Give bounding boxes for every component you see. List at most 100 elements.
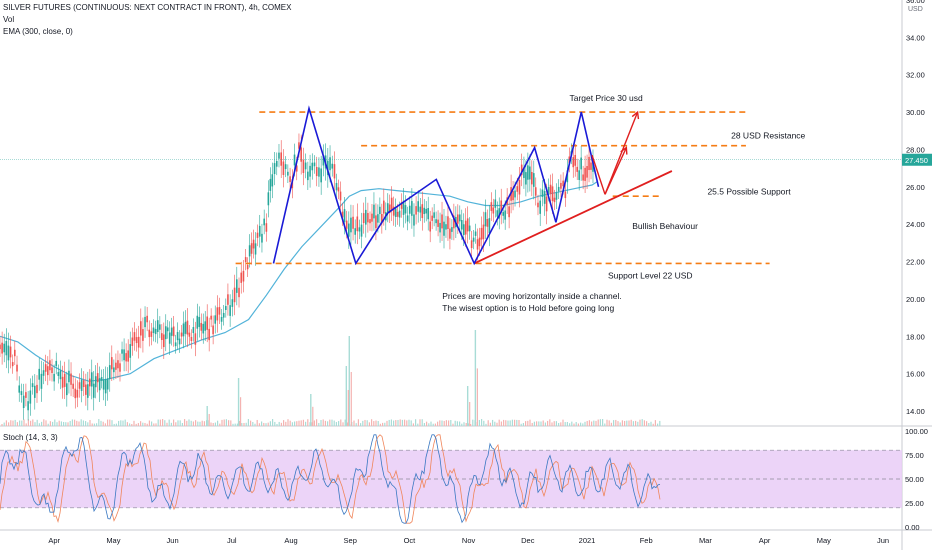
candle-body (42, 370, 45, 376)
candle-body (350, 217, 352, 233)
candle-body (298, 142, 300, 149)
candle-body (119, 363, 121, 372)
time-tick-label: 2021 (579, 536, 596, 545)
candle-body (156, 320, 159, 333)
candle-body (196, 315, 199, 329)
candle-body (462, 224, 465, 235)
candle-body (174, 342, 177, 347)
candle-body (457, 214, 459, 224)
candle-body (29, 390, 32, 404)
candle-body (271, 174, 274, 187)
arrow-head-1 (631, 110, 640, 120)
candle-body (16, 364, 18, 372)
candle-body (256, 232, 259, 238)
candle-body (435, 219, 437, 224)
candle-body (80, 379, 83, 391)
time-tick-label: Feb (640, 536, 653, 545)
candle-body (549, 184, 552, 194)
candle-body (150, 331, 153, 337)
candle-body (113, 367, 115, 373)
candle-body (527, 165, 529, 180)
candle-body (421, 204, 424, 219)
candle-body (474, 231, 477, 236)
candle-body (564, 191, 567, 199)
candle-body (36, 384, 38, 394)
candle-body (280, 152, 282, 166)
candle-body (229, 305, 231, 316)
candle-body (102, 379, 105, 390)
candle-body (586, 166, 588, 178)
candle-body (348, 223, 350, 237)
time-tick-label: Apr (759, 536, 771, 545)
price-tag-bg (902, 153, 932, 166)
candle-body (358, 227, 361, 232)
candle-body (388, 204, 391, 214)
candle-body (404, 205, 407, 214)
candle-body (498, 208, 501, 219)
candle-body (394, 208, 397, 217)
price-tick-label: 16.00 (906, 370, 925, 379)
price-tick-label: 24.00 (906, 220, 925, 229)
candle-body (318, 167, 320, 177)
candle-body (371, 213, 373, 222)
candle-body (265, 223, 268, 232)
candle-body (439, 222, 441, 233)
candle-body (63, 373, 66, 387)
candle-body (87, 384, 89, 398)
candle-body (574, 154, 577, 166)
annotation-note2: The wisest option is to Hold before goin… (442, 303, 614, 313)
candle-body (539, 200, 541, 214)
candle-body (553, 197, 556, 203)
candle-body (121, 349, 123, 354)
candle-body (584, 167, 586, 181)
candle-body (22, 395, 25, 409)
candle-body (202, 323, 205, 334)
candle-body (582, 174, 584, 181)
candle-body (152, 327, 155, 334)
candle-body (133, 332, 136, 341)
candle-body (115, 362, 117, 370)
volume-bars (1, 330, 661, 426)
candle-body (453, 215, 455, 229)
candle-body (512, 191, 514, 201)
candle-body (14, 349, 16, 357)
candle-body (295, 165, 298, 172)
candle-body (529, 166, 531, 180)
candle-body (74, 388, 77, 399)
candle-body (472, 237, 475, 242)
candle-body (170, 327, 173, 336)
candle-body (458, 214, 461, 222)
candle-body (445, 224, 447, 230)
candle-body (408, 205, 411, 214)
candle-body (104, 379, 107, 394)
stoch-legend: Stoch (14, 3, 3) (3, 433, 58, 442)
candle-body (172, 326, 175, 337)
price-tick-label: 26.00 (906, 183, 925, 192)
candle-body (68, 370, 70, 383)
candle-body (233, 287, 236, 303)
candle-body (566, 170, 569, 183)
time-tick-label: Apr (48, 536, 60, 545)
stoch-tick-label: 25.00 (905, 499, 924, 508)
candle-body (5, 340, 8, 356)
candle-body (520, 164, 523, 176)
candle-body (311, 162, 314, 171)
trendline (473, 170, 673, 265)
ema-legend: EMA (300, close, 0) (3, 27, 73, 36)
price-tick-label: 36.00 (906, 0, 925, 5)
price-tick-label: 20.00 (906, 295, 925, 304)
candle-body (53, 373, 55, 382)
candle-body (476, 239, 479, 250)
candle-body (282, 161, 285, 175)
candle-body (375, 215, 377, 229)
candle-body (379, 206, 381, 215)
time-tick-label: Jun (877, 536, 889, 545)
candle-body (159, 324, 161, 330)
candle-body (425, 208, 428, 214)
candle-body (96, 373, 99, 383)
candle-body (180, 332, 183, 337)
time-tick-label: Jun (167, 536, 179, 545)
candle-body (362, 213, 365, 224)
candle-body (504, 210, 506, 220)
